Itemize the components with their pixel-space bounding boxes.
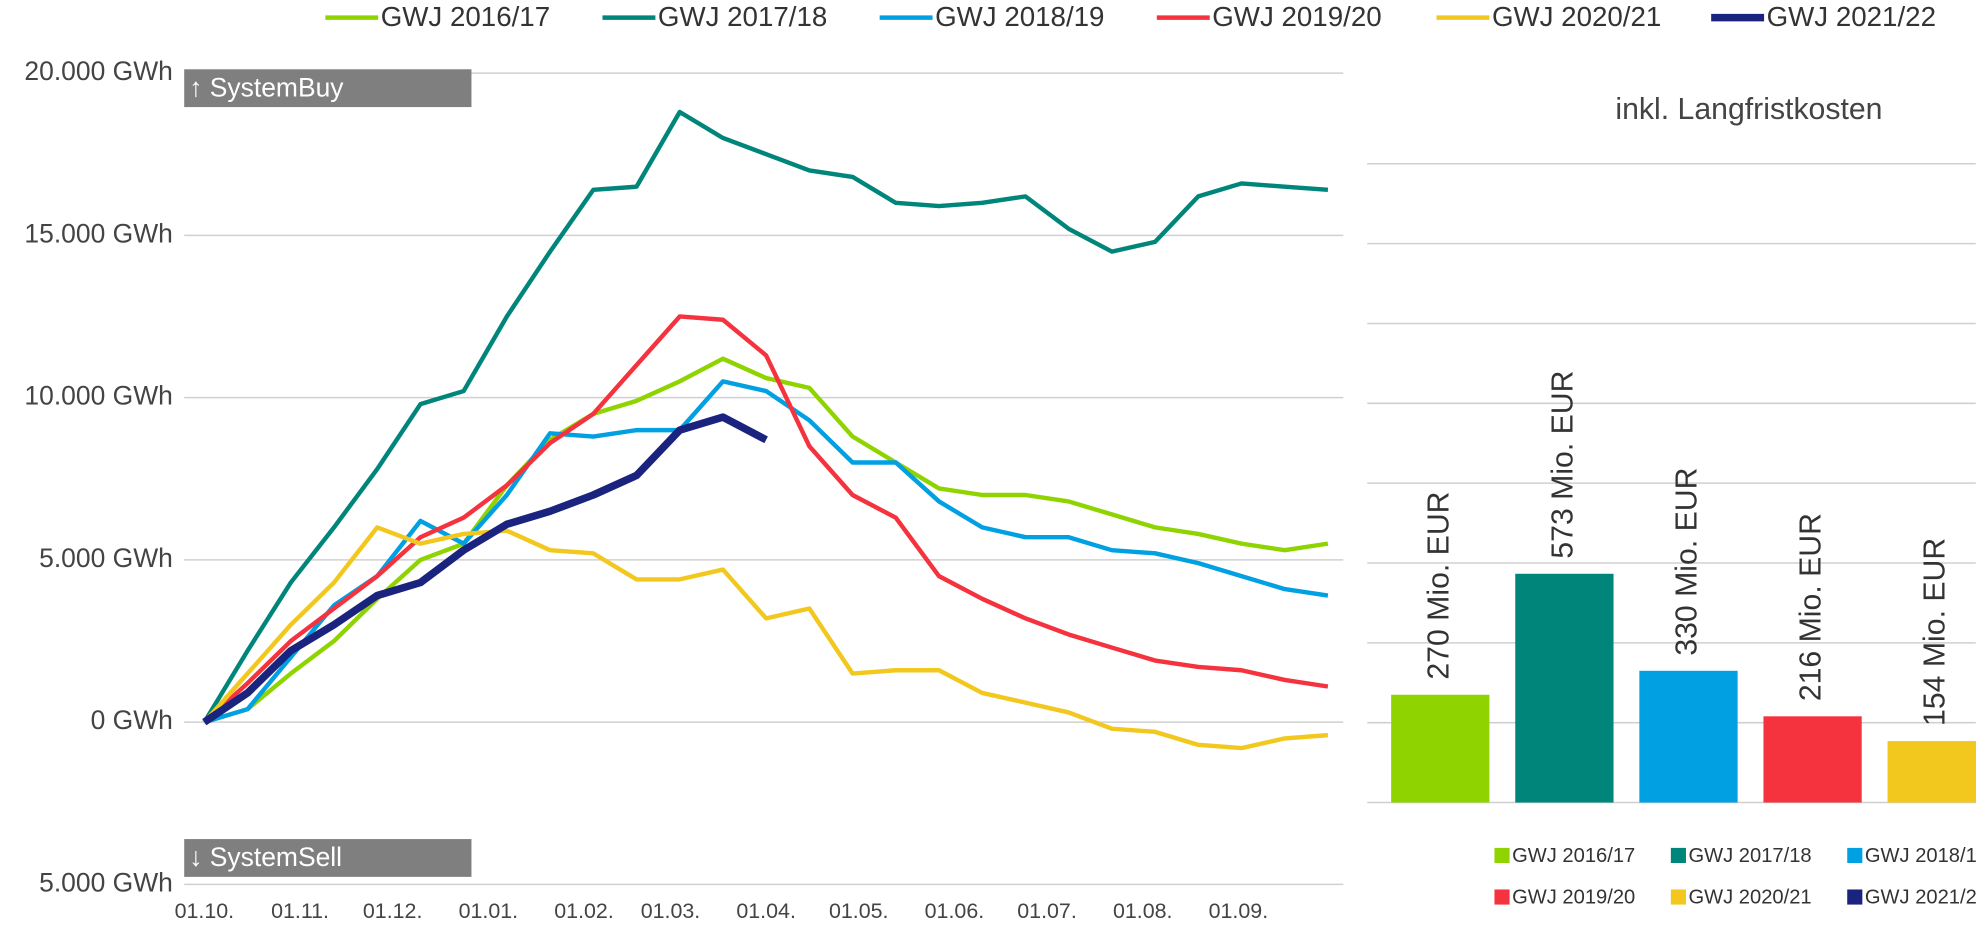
bar (1763, 716, 1862, 803)
annotation: ↑ SystemBuy (189, 72, 344, 102)
y-tick-label: 15.000 GWh (24, 218, 172, 248)
legend-label: GWJ 2019/20 (1212, 1, 1381, 32)
x-tick-label: 01.10. (175, 899, 235, 923)
value-label: 573 Mio. EUR (1546, 371, 1579, 559)
annotation: ↓ SystemSell (189, 842, 342, 872)
legend-label: GWJ 2021/22 (1865, 887, 1976, 909)
legend-swatch (1494, 889, 1510, 905)
legend-swatch (1670, 889, 1686, 905)
annotation-box (184, 839, 472, 877)
legend-label: GWJ 2020/21 (1688, 887, 1811, 909)
x-tick-label: 01.11. (271, 899, 329, 923)
legend-swatch (1494, 847, 1510, 864)
x-tick-label: 01.06. (925, 899, 985, 923)
y-tick-label: 5.000 GWh (39, 543, 173, 573)
y-tick-label: 10.000 GWh (24, 381, 172, 411)
series-line (203, 379, 1329, 725)
legend-label: GWJ 2016/17 (1512, 845, 1635, 867)
annotation-box (184, 69, 472, 108)
legend-label: GWJ 2020/21 (1492, 1, 1661, 32)
legend-label: GWJ 2019/20 (1512, 887, 1635, 909)
bar (1887, 741, 1976, 803)
y-tick-label: 20.000 GWh (24, 56, 172, 86)
x-tick-label: 01.08. (1113, 899, 1173, 923)
x-tick-label: 01.03. (641, 899, 701, 923)
bar (1515, 573, 1614, 803)
series-line (203, 356, 1329, 725)
y-tick-label: 0 GWh (91, 705, 173, 735)
x-tick-label: 01.07. (1017, 899, 1077, 923)
value-label: 216 Mio. EUR (1795, 513, 1828, 701)
legend-label: GWJ 2017/18 (658, 1, 827, 32)
value-label: 154 Mio. EUR (1919, 538, 1952, 726)
series-line (202, 525, 1329, 751)
series-line (202, 109, 1329, 724)
y-tick-label: 5.000 GWh (39, 867, 173, 897)
value-label: 330 Mio. EUR (1670, 468, 1703, 656)
x-tick-label: 01.12. (363, 899, 423, 923)
legend-swatch (1847, 889, 1863, 905)
series-line (202, 413, 768, 726)
legend-label: GWJ 2021/22 (1767, 1, 1936, 32)
x-tick-label: 01.01. (459, 899, 519, 923)
x-tick-label: 01.05. (829, 899, 889, 923)
legend-swatch (1670, 847, 1686, 864)
legend-swatch (1847, 847, 1863, 864)
legend-label: GWJ 2018/19 (935, 1, 1104, 32)
x-tick-label: 01.02. (554, 899, 614, 923)
bar (1391, 694, 1490, 803)
x-tick-label: 01.04. (736, 899, 796, 923)
value-label: 270 Mio. EUR (1422, 492, 1455, 680)
chart-title: inkl. Langfristkosten (1615, 93, 1882, 126)
series-line (202, 314, 1329, 724)
legend-label: GWJ 2018/19 (1865, 845, 1976, 867)
x-tick-label: 01.09. (1209, 899, 1269, 923)
legend-label: GWJ 2016/17 (381, 1, 550, 32)
bar (1639, 670, 1738, 803)
legend-label: GWJ 2017/18 (1688, 845, 1811, 867)
